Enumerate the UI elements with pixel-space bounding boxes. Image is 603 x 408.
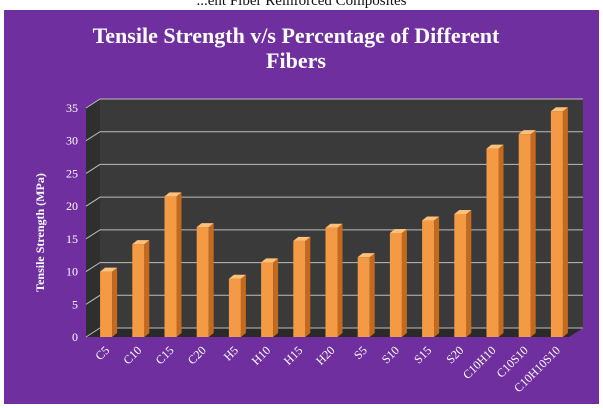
bar-side [562, 107, 568, 338]
y-tick-label: 0 [72, 330, 78, 344]
x-tick-label: S20 [443, 343, 466, 366]
bar [518, 130, 536, 337]
bar [357, 253, 375, 337]
y-tick-label: 10 [66, 265, 78, 279]
y-tick-label: 35 [66, 101, 78, 115]
bar-front [486, 148, 499, 337]
bar-side [144, 240, 150, 337]
gridline [85, 262, 583, 272]
bar-front [454, 213, 467, 337]
document-caption: ...ent Fiber Reinforced Composites [196, 0, 407, 9]
x-tick-label: C10H10 [460, 343, 499, 382]
bar-top [261, 258, 279, 263]
bar [164, 192, 182, 337]
bar [454, 209, 472, 337]
bar-front [293, 240, 306, 337]
bar-front [422, 220, 435, 337]
gridline [85, 131, 583, 142]
bar-side [369, 253, 375, 337]
x-tick-label: H10 [249, 343, 274, 368]
bar-side [208, 223, 214, 337]
tensile-strength-chart: Tensile Strength v/s Percentage of Diffe… [33, 23, 583, 395]
bar-side [530, 130, 536, 337]
y-tick-label: 30 [66, 134, 78, 148]
bar-front [132, 244, 145, 337]
x-tick-label: S10 [379, 343, 402, 366]
bar-top [550, 107, 568, 112]
bar-top [164, 192, 182, 197]
bar [228, 274, 246, 337]
x-tick-label: C5 [92, 343, 112, 363]
bar [325, 223, 343, 337]
chart-title-line-2: Fibers [266, 48, 326, 73]
y-tick-label: 15 [66, 232, 78, 246]
gridline [85, 294, 583, 305]
bar-top [454, 209, 472, 214]
x-tick-label: C15 [153, 343, 177, 367]
bar-top [518, 130, 536, 135]
bar-front [357, 257, 370, 337]
x-tick-label: C20 [185, 343, 209, 367]
chart-area: Tensile Strength v/s Percentage of Diffe… [4, 10, 599, 404]
bar-top [325, 223, 343, 228]
gridline [85, 196, 583, 207]
x-tick-label: H20 [313, 343, 338, 368]
bar [486, 144, 504, 337]
bar-side [401, 228, 407, 337]
bar-front [100, 271, 113, 337]
chart-title-line-1: Tensile Strength v/s Percentage of Diffe… [93, 23, 500, 48]
bar [389, 228, 407, 337]
bar-front [518, 134, 531, 337]
bar-side [337, 223, 343, 337]
bar-side [240, 274, 246, 337]
gridline [85, 163, 583, 174]
bar [550, 107, 568, 338]
bar-top [357, 253, 375, 258]
plot-side-wall [86, 99, 100, 337]
bar-top [486, 144, 504, 149]
bar [196, 223, 214, 337]
bar-top [293, 236, 311, 241]
bar-front [261, 262, 274, 337]
bar-side [434, 216, 440, 337]
bar-top [228, 274, 246, 279]
bar [293, 236, 311, 337]
bar-front [325, 227, 338, 337]
x-tick-label: H5 [221, 343, 241, 363]
bar-top [100, 267, 118, 272]
x-tick-label: S5 [351, 343, 370, 362]
bar-side [498, 144, 504, 337]
bar [100, 267, 118, 337]
y-tick-label: 25 [66, 166, 78, 180]
bar [261, 258, 279, 337]
bar-top [422, 216, 440, 221]
x-tick-label: S15 [411, 343, 434, 366]
bar-side [176, 192, 182, 337]
x-tick-label: H15 [281, 343, 306, 368]
y-tick-label: 5 [72, 297, 78, 311]
bar-top [196, 223, 214, 228]
x-tick-label: C10 [120, 343, 144, 367]
bar-front [196, 227, 209, 337]
bar [422, 216, 440, 337]
bar-side [305, 236, 311, 337]
bar-front [228, 278, 241, 337]
gridline [85, 327, 583, 338]
bar-front [550, 111, 563, 338]
y-tick-label: 20 [66, 199, 78, 213]
bar-top [389, 228, 407, 233]
bar [132, 240, 150, 337]
gridline [85, 98, 583, 109]
y-axis-label: Tensile Strength (MPa) [33, 173, 47, 292]
bar-side [112, 267, 118, 337]
gridline [85, 229, 583, 240]
bar-side [466, 209, 472, 337]
bar-side [273, 258, 279, 337]
bar-front [389, 232, 402, 337]
bar-front [164, 196, 177, 337]
bar-top [132, 240, 150, 245]
